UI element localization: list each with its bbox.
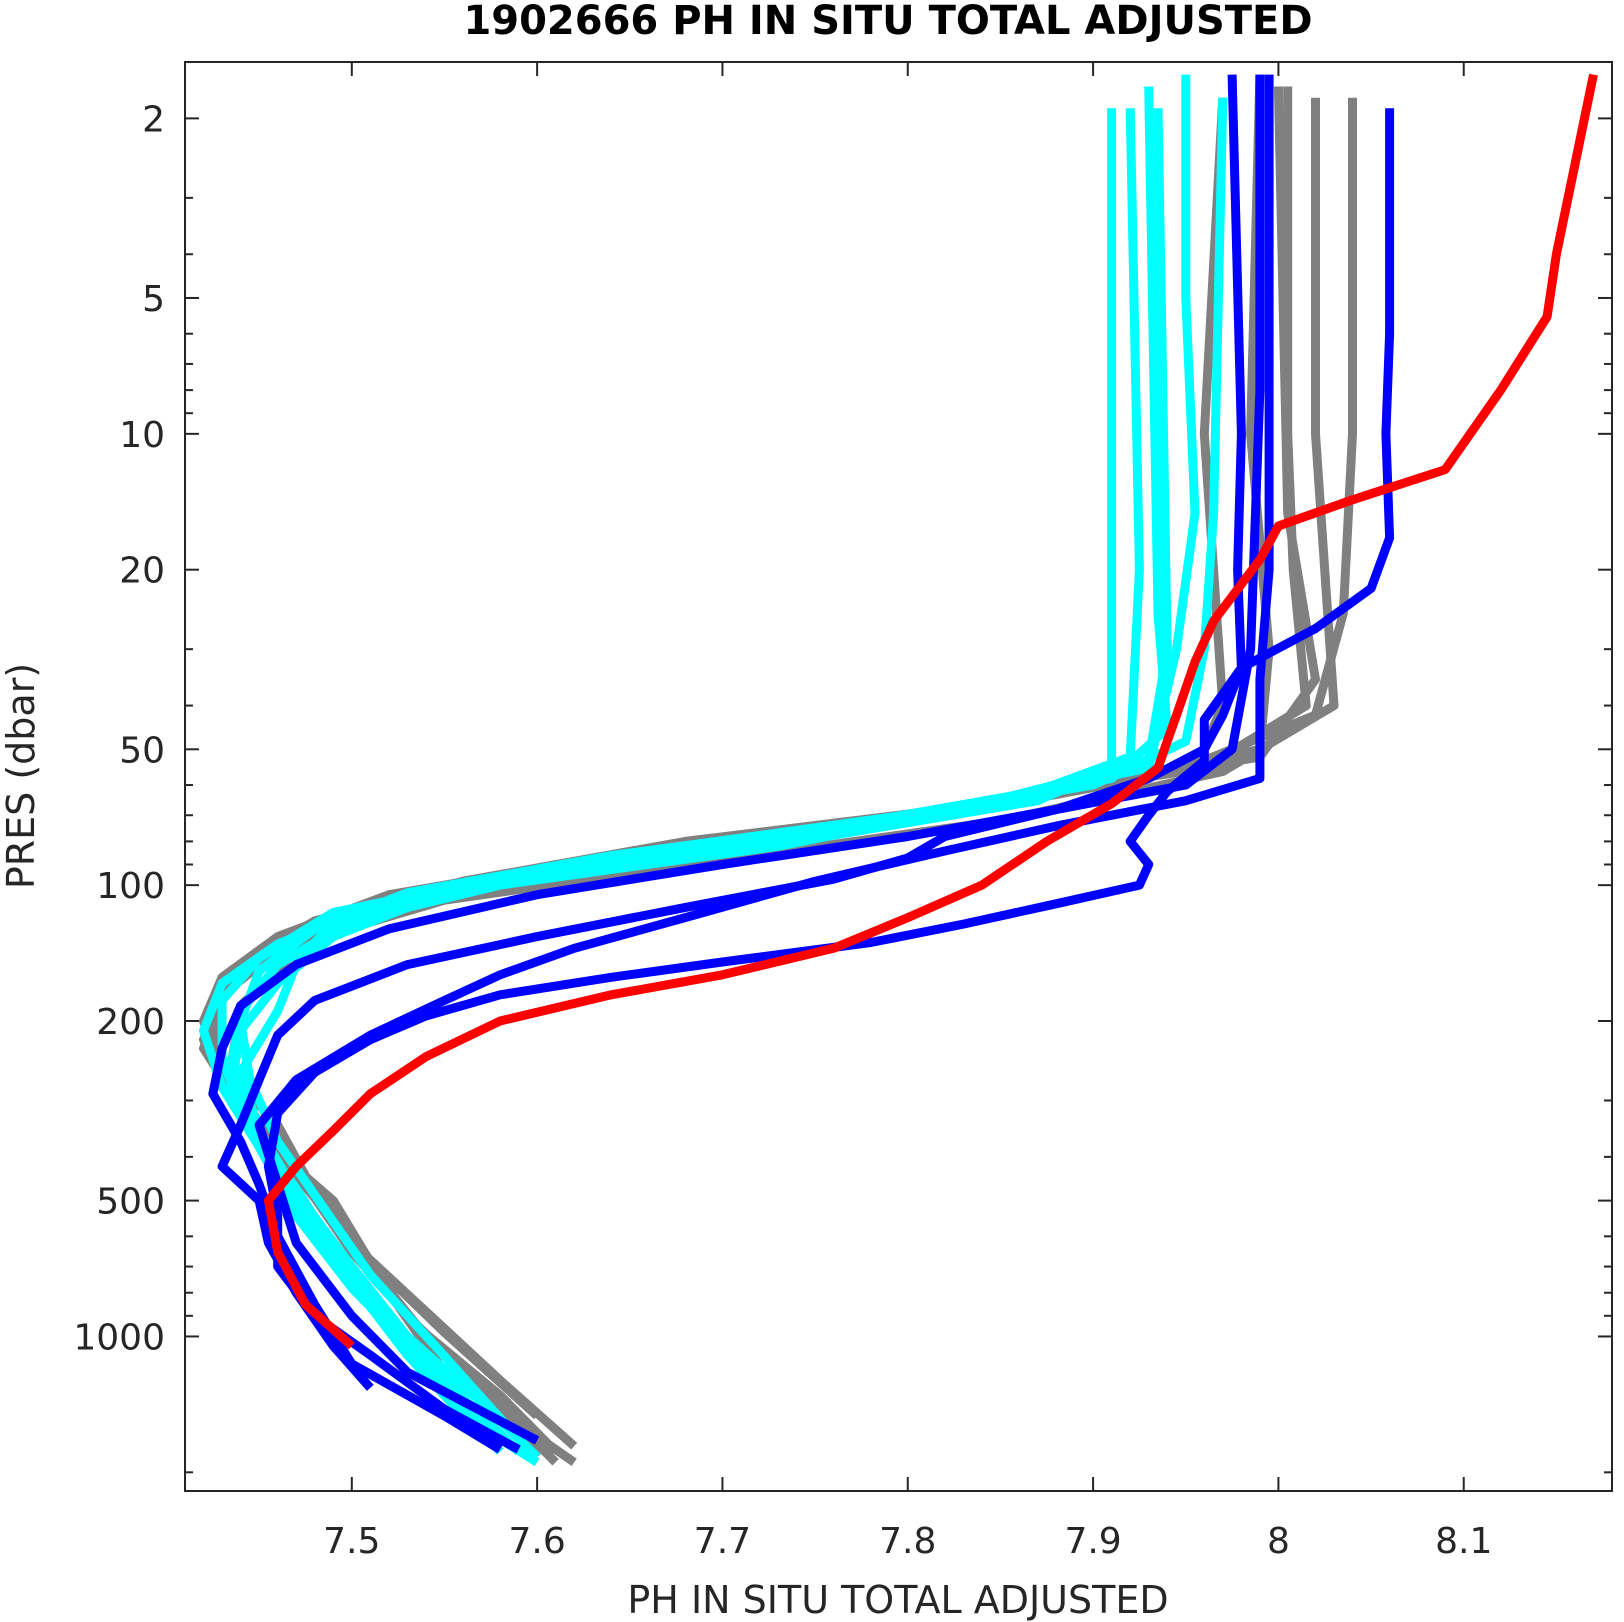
y-axis-label: PRES (dbar) [0, 663, 43, 889]
x-tick-label: 7.9 [1064, 1521, 1121, 1562]
x-tick-label: 7.6 [508, 1521, 565, 1562]
x-tick-label: 7.5 [323, 1521, 380, 1562]
x-tick-label: 8 [1267, 1521, 1290, 1562]
profile-line-cyan-9 [236, 74, 1200, 1461]
y-tick-label: 10 [119, 415, 165, 456]
profile-line-gray-5 [226, 97, 1228, 1420]
profile-line-red-16 [263, 73, 1598, 1350]
y-tick-label: 20 [119, 551, 165, 592]
x-axis-label: PH IN SITU TOTAL ADJUSTED [627, 1578, 1168, 1622]
profile-line-cyan-10 [226, 97, 1228, 1444]
x-tick-label: 7.8 [879, 1521, 936, 1562]
y-tick-label: 2 [142, 99, 165, 140]
y-tick-label: 50 [119, 730, 165, 771]
axes-box [184, 61, 1613, 1492]
profile-line-blue-14 [263, 74, 1246, 1454]
profile-line-cyan-11 [236, 86, 1172, 1432]
y-tick-label: 5 [142, 279, 165, 320]
axis-ticks: 7.5 7.6 7.7 7.8 7.9 8 8.1 2 5 10 20 50 100 200 500 1000 [73, 62, 1612, 1562]
profile-line-blue-12 [208, 74, 1265, 1454]
plot-area [199, 73, 1598, 1467]
profile-line-blue-15 [254, 74, 1274, 1445]
y-tick-label: 200 [96, 1002, 165, 1043]
x-tick-label: 7.7 [694, 1521, 751, 1562]
y-tick-label: 500 [96, 1182, 165, 1223]
chart-title: 1902666 PH IN SITU TOTAL ADJUSTED [463, 0, 1312, 44]
y-tick-label: 100 [96, 866, 165, 907]
y-tick-label: 1000 [73, 1317, 165, 1358]
x-tick-label: 8.1 [1435, 1521, 1492, 1562]
